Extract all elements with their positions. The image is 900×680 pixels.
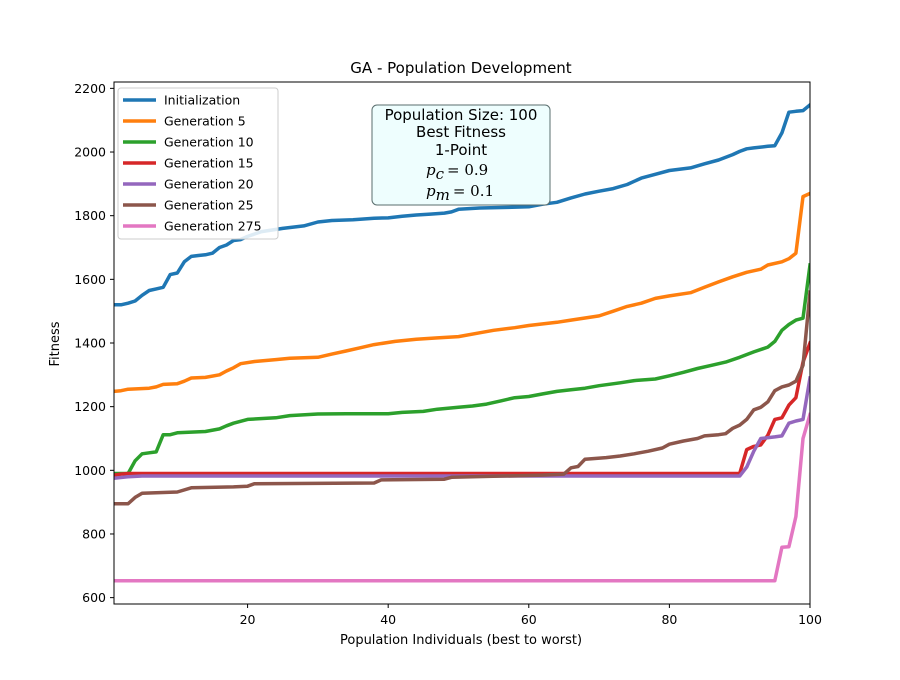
pm-value: = 0.1 [453,182,494,200]
annotation-line-population: Population Size: 100 [385,106,538,124]
x-tick-label: 20 [240,612,256,627]
y-axis-label: Fitness [48,321,63,366]
x-tick-label: 60 [521,612,537,627]
legend: Initialization Generation 5 Generation 10 G… [117,87,279,240]
legend-label: Generation 15 [164,156,254,171]
legend-frame [117,87,279,240]
series-line-initialization [114,102,810,307]
pc-subscript: c [436,165,445,183]
x-tick-label: 100 [798,612,822,627]
annotation-line-best-fitness: Best Fitness [416,123,506,141]
series-line-generation-5 [114,191,810,394]
series-line-generation-20 [114,375,810,481]
annotation-line-crossover: 1-Point [435,141,487,159]
x-axis: 20 40 60 80 100 [240,604,822,627]
legend-label: Generation 10 [164,135,254,150]
pc-symbol: p [426,161,436,179]
y-tick-label: 800 [82,526,106,541]
plot-area [114,102,810,583]
y-tick-label: 600 [82,590,106,605]
annotation-background [371,104,551,206]
series-line-generation-10 [114,263,810,476]
legend-label: Generation 5 [164,114,246,129]
legend-label: Generation 275 [164,219,262,234]
y-tick-label: 1800 [74,208,106,223]
y-tick-label: 1000 [74,463,106,478]
y-axis: 600 800 1000 1200 1400 1600 1800 2000 2200 [74,81,114,605]
series-line-generation-25 [114,290,810,506]
x-axis-label: Population Individuals (best to worst) [340,633,582,648]
y-tick-label: 2200 [74,81,106,96]
x-tick-label: 40 [380,612,396,627]
pm-subscript: m [436,186,450,204]
y-tick-label: 2000 [74,145,106,160]
y-tick-label: 1400 [74,336,106,351]
pm-symbol: p [426,182,436,200]
y-tick-label: 1600 [74,272,106,287]
series-line-generation-15 [114,340,810,477]
legend-label: Generation 25 [164,198,254,213]
legend-label: Generation 20 [164,177,254,192]
x-tick-label: 80 [661,612,677,627]
pc-value: = 0.9 [447,161,488,179]
annotation-box: Population Size: 100 Best Fitness 1-Poin… [371,104,551,206]
chart-title: GA - Population Development [350,59,572,77]
series-line-generation-275 [114,412,810,583]
annotation-pc: pc = 0.9 [426,161,488,183]
legend-label: Initialization [164,93,240,108]
y-tick-label: 1200 [74,399,106,414]
annotation-pm: pm = 0.1 [426,182,494,204]
